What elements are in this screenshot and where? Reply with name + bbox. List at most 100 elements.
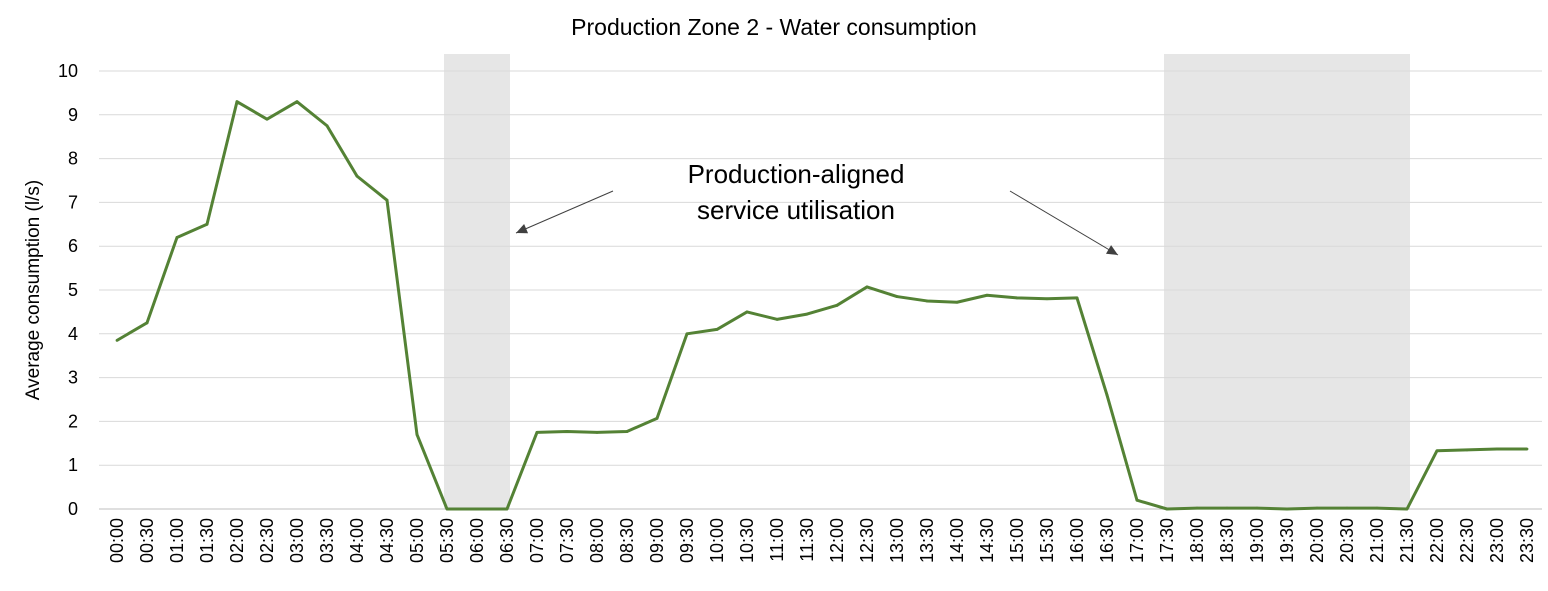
x-tick-label: 11:30 — [797, 518, 817, 562]
data-point — [655, 416, 659, 420]
data-point — [325, 124, 329, 128]
data-point — [1165, 507, 1169, 511]
x-tick-label: 17:00 — [1127, 518, 1147, 563]
data-point — [1135, 498, 1139, 502]
data-point — [1285, 507, 1289, 511]
x-tick-label: 21:30 — [1397, 518, 1417, 563]
data-point — [955, 300, 959, 304]
data-point — [1495, 447, 1499, 451]
x-tick-label: 20:30 — [1337, 518, 1357, 563]
x-tick-label: 19:30 — [1277, 518, 1297, 563]
x-tick-label: 09:30 — [677, 518, 697, 563]
y-tick-label: 0 — [68, 499, 78, 519]
x-tick-label: 14:00 — [947, 518, 967, 563]
shaded-range-1 — [444, 54, 510, 509]
x-tick-label: 07:30 — [557, 518, 577, 563]
data-point — [205, 222, 209, 226]
data-point — [1075, 296, 1079, 300]
annotation-text: Production-aligned service utilisation — [596, 156, 996, 228]
x-tick-label: 07:00 — [527, 518, 547, 563]
data-point — [295, 100, 299, 104]
x-tick-label: 18:00 — [1187, 518, 1207, 563]
x-tick-label: 08:30 — [617, 518, 637, 563]
annotation-arrow-right — [1009, 190, 1119, 256]
data-point — [1105, 393, 1109, 397]
shaded-range-2 — [1164, 54, 1410, 509]
x-tick-label: 04:00 — [347, 518, 367, 563]
data-point — [1015, 296, 1019, 300]
x-tick-label: 02:30 — [257, 518, 277, 563]
annotation-arrows — [515, 190, 1119, 256]
annotation-arrow-left — [515, 190, 614, 234]
data-point — [1195, 506, 1199, 510]
data-point — [895, 295, 899, 298]
x-tick-label: 20:00 — [1307, 518, 1327, 563]
x-tick-label: 16:30 — [1097, 518, 1117, 563]
x-tick-label: 09:00 — [647, 518, 667, 563]
data-point — [805, 312, 809, 316]
data-point — [115, 338, 119, 342]
x-tick-label: 05:30 — [437, 518, 457, 563]
x-tick-label: 11:00 — [767, 518, 787, 562]
x-tick-label: 05:00 — [407, 518, 427, 563]
x-tick-label: 22:00 — [1427, 518, 1447, 563]
chart-title: Production Zone 2 - Water consumption — [571, 14, 977, 40]
y-tick-label: 9 — [68, 105, 78, 125]
data-point — [1225, 506, 1229, 510]
data-point — [1045, 297, 1049, 301]
annotation-line-1: Production-aligned — [687, 159, 905, 189]
x-tick-label: 17:30 — [1157, 518, 1177, 563]
data-point — [835, 303, 839, 307]
x-tick-label: 13:30 — [917, 518, 937, 563]
x-tick-label: 12:00 — [827, 518, 847, 563]
x-tick-label: 23:00 — [1487, 518, 1507, 563]
x-tick-label: 00:00 — [107, 518, 127, 563]
data-point — [1345, 506, 1349, 510]
y-tick-label: 3 — [68, 368, 78, 388]
data-point — [865, 285, 869, 289]
data-point — [1435, 449, 1439, 453]
data-point — [265, 117, 269, 121]
y-tick-label: 4 — [68, 324, 78, 344]
x-tick-label: 04:30 — [377, 518, 397, 563]
x-tick-label: 22:30 — [1457, 518, 1477, 563]
x-tick-label: 23:30 — [1517, 518, 1537, 563]
y-tick-label: 2 — [68, 411, 78, 431]
x-tick-label: 12:30 — [857, 518, 877, 563]
data-point — [385, 198, 389, 202]
x-tick-label: 01:00 — [167, 518, 187, 563]
x-tick-label: 10:00 — [707, 518, 727, 563]
x-tick-label: 01:30 — [197, 518, 217, 563]
data-point — [235, 100, 239, 104]
data-point — [745, 310, 749, 314]
data-point — [925, 299, 929, 303]
data-point — [775, 317, 779, 321]
x-tick-label: 00:30 — [137, 518, 157, 563]
x-tick-label: 15:30 — [1037, 518, 1057, 563]
x-tick-label: 06:30 — [497, 518, 517, 563]
data-point — [1525, 447, 1529, 451]
x-tick-label: 18:30 — [1217, 518, 1237, 563]
y-tick-label: 7 — [68, 192, 78, 212]
x-tick-label: 02:00 — [227, 518, 247, 563]
data-point — [475, 507, 479, 511]
x-tick-label: 10:30 — [737, 518, 757, 563]
y-tick-labels: 0 1 2 3 4 5 6 7 8 9 10 — [58, 61, 78, 519]
x-tick-label: 13:00 — [887, 518, 907, 563]
data-point — [505, 507, 509, 511]
x-tick-labels: 00:00 00:30 01:00 01:30 02:00 02:30 03:00 03:30… — [107, 518, 1537, 563]
data-point — [565, 430, 569, 433]
data-point — [1375, 506, 1379, 510]
x-tick-label: 03:30 — [317, 518, 337, 563]
data-point — [145, 321, 149, 325]
x-tick-label: 21:00 — [1367, 518, 1387, 563]
x-tick-label: 14:30 — [977, 518, 997, 563]
gridlines — [99, 70, 1542, 510]
data-point — [175, 236, 179, 239]
y-tick-label: 1 — [68, 455, 78, 475]
data-point — [985, 293, 989, 297]
data-point — [445, 507, 449, 511]
data-point — [685, 332, 689, 336]
data-point — [1405, 507, 1409, 511]
